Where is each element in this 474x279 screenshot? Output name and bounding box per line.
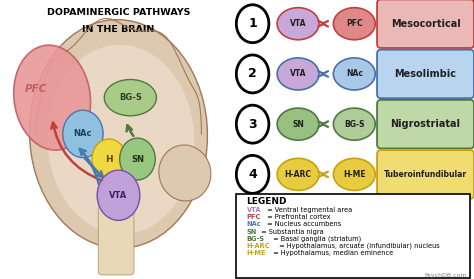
Text: = Prefrontal cortex: = Prefrontal cortex: [264, 214, 330, 220]
Text: VTA: VTA: [290, 69, 306, 78]
Ellipse shape: [14, 45, 91, 150]
Circle shape: [237, 105, 269, 143]
Text: DOPAMINERGIC PATHWAYS: DOPAMINERGIC PATHWAYS: [47, 8, 190, 17]
Text: PsychDB.com: PsychDB.com: [424, 273, 467, 278]
Text: PFC: PFC: [246, 214, 261, 220]
FancyBboxPatch shape: [377, 100, 474, 148]
Text: BG-S: BG-S: [246, 236, 264, 242]
Text: NAc: NAc: [246, 221, 261, 227]
Circle shape: [237, 5, 269, 43]
Ellipse shape: [277, 158, 319, 191]
Text: 1: 1: [248, 17, 257, 30]
Circle shape: [92, 139, 126, 179]
Ellipse shape: [277, 58, 319, 90]
Circle shape: [119, 138, 155, 180]
Text: = Ventral tegmental area: = Ventral tegmental area: [264, 207, 352, 213]
Text: H-ARC: H-ARC: [246, 243, 270, 249]
Circle shape: [237, 155, 269, 193]
Text: BG-S: BG-S: [344, 120, 365, 129]
Text: PFC: PFC: [24, 84, 47, 94]
Text: H: H: [105, 155, 113, 163]
Ellipse shape: [47, 45, 194, 234]
Ellipse shape: [333, 8, 375, 40]
Ellipse shape: [333, 158, 375, 191]
Ellipse shape: [104, 80, 156, 116]
Text: Mesolimbic: Mesolimbic: [394, 69, 456, 79]
Text: SN: SN: [131, 155, 144, 163]
Ellipse shape: [277, 8, 319, 40]
Ellipse shape: [333, 108, 375, 140]
Ellipse shape: [277, 108, 319, 140]
FancyBboxPatch shape: [99, 205, 134, 275]
Circle shape: [97, 170, 140, 220]
Text: NAc: NAc: [73, 129, 92, 138]
Ellipse shape: [29, 20, 208, 248]
Text: Mesocortical: Mesocortical: [391, 19, 460, 29]
Ellipse shape: [159, 145, 211, 201]
Text: 3: 3: [248, 118, 257, 131]
Text: 4: 4: [248, 168, 257, 181]
FancyBboxPatch shape: [377, 150, 474, 199]
Text: = Basal ganglia (striatum): = Basal ganglia (striatum): [271, 235, 361, 242]
Text: H-ARC: H-ARC: [284, 170, 311, 179]
Text: SN: SN: [246, 229, 257, 235]
FancyBboxPatch shape: [236, 194, 470, 278]
Text: PFC: PFC: [346, 19, 363, 28]
Text: VTA: VTA: [109, 191, 128, 200]
Text: BG-S: BG-S: [119, 93, 142, 102]
Text: IN THE BRAIN: IN THE BRAIN: [82, 25, 155, 34]
Ellipse shape: [333, 58, 375, 90]
Text: H-ME: H-ME: [246, 250, 266, 256]
Text: = Hypothalamus, median eminence: = Hypothalamus, median eminence: [271, 250, 393, 256]
FancyBboxPatch shape: [377, 50, 474, 98]
Text: VTA: VTA: [246, 207, 261, 213]
Text: = Hypothalamus, arcuate (infundibular) nucleus: = Hypothalamus, arcuate (infundibular) n…: [276, 243, 439, 249]
Circle shape: [63, 110, 103, 158]
Text: H-ME: H-ME: [343, 170, 365, 179]
Text: = Substantia nigra: = Substantia nigra: [259, 229, 323, 235]
Text: VTA: VTA: [290, 19, 306, 28]
Text: 2: 2: [248, 68, 257, 80]
FancyBboxPatch shape: [377, 0, 474, 48]
Text: LEGEND: LEGEND: [246, 197, 287, 206]
Text: SN: SN: [292, 120, 304, 129]
Text: Tuberoinfundibular: Tuberoinfundibular: [384, 170, 467, 179]
Circle shape: [237, 55, 269, 93]
Text: Nigrostriatal: Nigrostriatal: [391, 119, 461, 129]
Text: = Nucleus accumbens: = Nucleus accumbens: [264, 221, 341, 227]
Text: NAc: NAc: [346, 69, 363, 78]
